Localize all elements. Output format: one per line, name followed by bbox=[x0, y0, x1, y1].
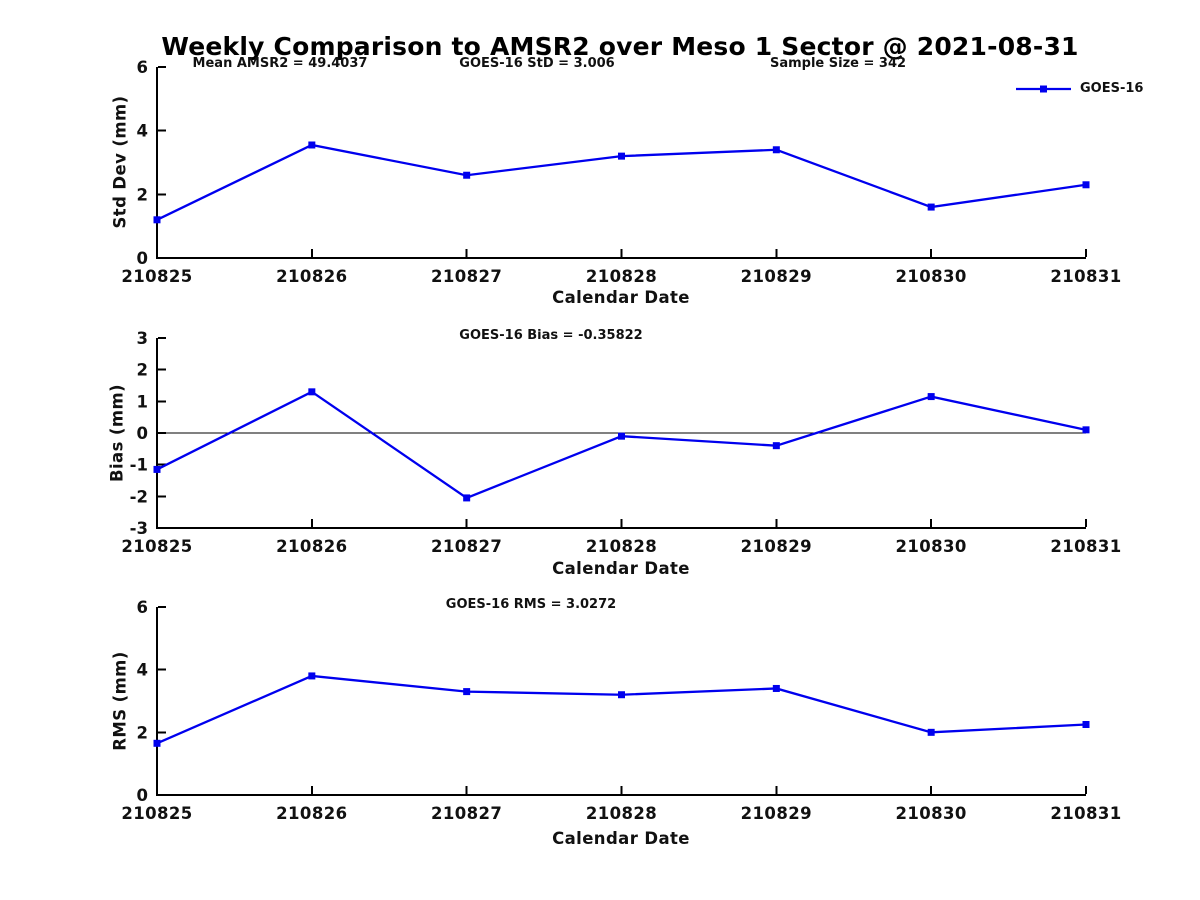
figure-title: Weekly Comparison to AMSR2 over Meso 1 S… bbox=[161, 32, 1079, 61]
x-axis-label-std-dev: Calendar Date bbox=[552, 288, 690, 307]
data-point-marker bbox=[927, 393, 935, 401]
data-point-marker bbox=[927, 203, 935, 211]
data-point-marker bbox=[618, 691, 625, 699]
data-point-marker bbox=[618, 432, 625, 440]
legend-marker-sample bbox=[1040, 85, 1047, 93]
data-point-marker bbox=[463, 494, 471, 502]
x-tick-label: 210831 bbox=[1050, 537, 1121, 556]
y-tick-label: 4 bbox=[137, 122, 148, 141]
x-tick-label: 210831 bbox=[1050, 267, 1121, 286]
x-tick-label: 210825 bbox=[121, 537, 192, 556]
data-point-marker bbox=[153, 216, 161, 224]
x-tick-label: 210825 bbox=[121, 804, 192, 823]
y-axis-label-std-dev: Std Dev (mm) bbox=[110, 95, 130, 229]
y-tick-label: 6 bbox=[137, 58, 148, 77]
chart-bias: -3 -2 -1 0 1 2 3 210825 210826 210827 210828 210829… bbox=[121, 329, 1121, 556]
chart-std-dev: 0 2 4 6 210825 210826 210827 210828 210829 210830… bbox=[121, 58, 1121, 286]
y-tick-label: -1 bbox=[130, 456, 148, 475]
x-tick-label: 210826 bbox=[276, 267, 347, 286]
annotation-goes16-std: GOES-16 StD = 3.006 bbox=[459, 56, 615, 71]
y-tick-label: 3 bbox=[137, 329, 148, 348]
data-point-marker bbox=[153, 739, 161, 747]
annotation-goes16-rms: GOES-16 RMS = 3.0272 bbox=[445, 597, 617, 612]
series-line-goes-16 bbox=[156, 674, 1087, 745]
data-point-marker bbox=[463, 688, 471, 696]
y-tick-label: 1 bbox=[137, 392, 148, 411]
x-tick-label: 210827 bbox=[431, 537, 502, 556]
x-tick-label: 210826 bbox=[276, 537, 347, 556]
y-tick-label: -2 bbox=[130, 487, 148, 506]
y-tick-label: 2 bbox=[137, 723, 148, 742]
data-point-marker bbox=[772, 442, 780, 450]
data-point-marker bbox=[463, 171, 471, 179]
data-point-marker bbox=[1082, 426, 1090, 434]
x-tick-label: 210827 bbox=[431, 804, 502, 823]
data-point-marker bbox=[1082, 721, 1090, 728]
annotation-goes16-bias: GOES-16 Bias = -0.35822 bbox=[459, 328, 643, 343]
data-point-marker bbox=[772, 146, 780, 154]
x-tick-label: 210828 bbox=[586, 537, 657, 556]
x-tick-label: 210828 bbox=[586, 267, 657, 286]
y-tick-label: 4 bbox=[137, 661, 148, 680]
x-tick-label: 210827 bbox=[431, 267, 502, 286]
series-line-goes-16 bbox=[156, 390, 1087, 500]
y-tick-label: 0 bbox=[137, 249, 148, 268]
data-point-marker bbox=[927, 728, 935, 736]
data-point-marker bbox=[308, 388, 316, 396]
chart-rms: 0 2 4 6 210825 210826 210827 210828 210829 210830… bbox=[121, 598, 1121, 823]
legend-label: GOES-16 bbox=[1080, 81, 1144, 96]
x-tick-label: 210829 bbox=[741, 804, 812, 823]
x-tick-label: 210829 bbox=[741, 267, 812, 286]
x-tick-label: 210830 bbox=[896, 804, 967, 823]
y-tick-label: 0 bbox=[137, 424, 148, 443]
x-axis-label-bias: Calendar Date bbox=[552, 559, 690, 578]
y-tick-label: 0 bbox=[137, 786, 148, 805]
x-tick-label: 210825 bbox=[121, 267, 192, 286]
x-tick-label: 210828 bbox=[586, 804, 657, 823]
x-tick-label: 210831 bbox=[1050, 804, 1121, 823]
y-tick-label: 2 bbox=[137, 185, 148, 204]
x-tick-label: 210829 bbox=[741, 537, 812, 556]
y-axis-label-bias: Bias (mm) bbox=[107, 384, 127, 482]
x-tick-label: 210830 bbox=[896, 267, 967, 286]
y-axis-label-rms: RMS (mm) bbox=[110, 651, 130, 751]
y-tick-label: -3 bbox=[130, 519, 148, 538]
legend bbox=[1016, 85, 1071, 93]
x-tick-label: 210826 bbox=[276, 804, 347, 823]
annotation-mean-amsr2: Mean AMSR2 = 49.4037 bbox=[192, 56, 368, 71]
data-point-marker bbox=[618, 152, 625, 160]
y-tick-label: 6 bbox=[137, 598, 148, 617]
annotation-sample-size: Sample Size = 342 bbox=[769, 56, 907, 71]
data-point-marker bbox=[308, 141, 316, 149]
x-tick-label: 210830 bbox=[896, 537, 967, 556]
y-tick-label: 2 bbox=[137, 361, 148, 380]
data-point-marker bbox=[308, 672, 316, 680]
data-point-marker bbox=[772, 684, 780, 692]
x-axis-label-rms: Calendar Date bbox=[552, 829, 690, 848]
data-point-marker bbox=[153, 465, 161, 473]
data-point-marker bbox=[1082, 181, 1090, 189]
